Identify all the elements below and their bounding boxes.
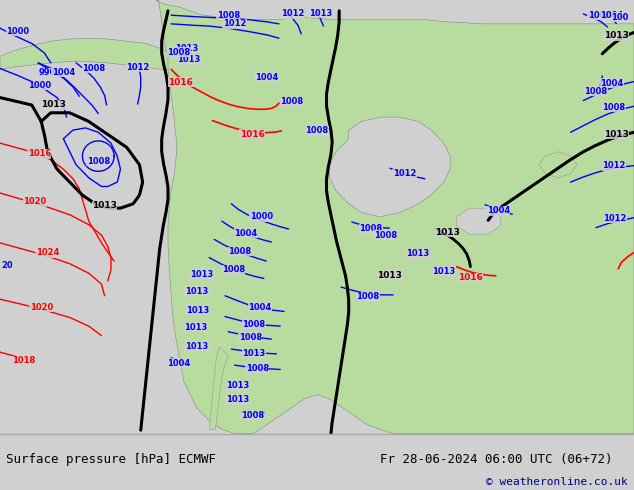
- Text: 1008: 1008: [217, 11, 240, 20]
- Text: 1013: 1013: [41, 100, 67, 109]
- Text: 1013: 1013: [226, 395, 249, 404]
- Text: 1013: 1013: [377, 271, 403, 280]
- Text: 1000: 1000: [250, 212, 273, 221]
- Text: 1004: 1004: [600, 79, 623, 88]
- Text: 1013: 1013: [604, 31, 629, 40]
- Text: 1013: 1013: [435, 227, 460, 237]
- Text: 996: 996: [39, 68, 56, 77]
- Text: 1016: 1016: [240, 130, 265, 139]
- Text: © weatheronline.co.uk: © weatheronline.co.uk: [486, 477, 628, 487]
- Text: 1008: 1008: [239, 333, 262, 342]
- Text: 1004: 1004: [235, 229, 257, 238]
- Text: 1000: 1000: [588, 11, 611, 20]
- Text: 1004: 1004: [52, 68, 75, 77]
- Text: 1008: 1008: [280, 98, 303, 106]
- Text: 1008: 1008: [228, 247, 251, 256]
- Text: 1012: 1012: [127, 63, 150, 72]
- Text: 1013: 1013: [406, 249, 429, 258]
- Text: Fr 28-06-2024 06:00 UTC (06+72): Fr 28-06-2024 06:00 UTC (06+72): [380, 453, 613, 466]
- Text: 1008: 1008: [374, 230, 397, 240]
- Text: 1012: 1012: [602, 161, 625, 170]
- Text: Surface pressure [hPa] ECMWF: Surface pressure [hPa] ECMWF: [6, 453, 216, 466]
- Text: 1016: 1016: [28, 149, 51, 158]
- Text: 1016: 1016: [168, 78, 193, 87]
- Polygon shape: [456, 208, 501, 234]
- Text: 1013: 1013: [178, 55, 200, 64]
- Text: 100: 100: [611, 13, 629, 22]
- Text: 1004: 1004: [167, 359, 190, 368]
- Text: 1024: 1024: [36, 248, 59, 257]
- Text: 1012: 1012: [281, 9, 304, 19]
- Text: 1020: 1020: [30, 302, 53, 312]
- Text: 20: 20: [2, 261, 13, 270]
- Text: 1013: 1013: [226, 381, 249, 391]
- Text: 1008: 1008: [306, 126, 328, 135]
- Text: 1004: 1004: [249, 302, 271, 312]
- Text: 1000: 1000: [28, 81, 51, 90]
- Text: 1013: 1013: [604, 130, 629, 139]
- Text: 1008: 1008: [602, 103, 625, 112]
- Text: 1004: 1004: [487, 206, 510, 215]
- Text: 1013: 1013: [92, 201, 117, 211]
- Text: 1008: 1008: [87, 157, 110, 166]
- Text: 1008: 1008: [246, 364, 269, 373]
- Polygon shape: [539, 152, 577, 178]
- Text: 1008: 1008: [82, 64, 105, 73]
- Text: 1004: 1004: [600, 11, 623, 20]
- Polygon shape: [155, 0, 634, 434]
- Text: 1013: 1013: [432, 267, 455, 275]
- Text: 1020: 1020: [23, 197, 46, 206]
- Text: 1016: 1016: [458, 273, 483, 282]
- Text: 1008: 1008: [241, 411, 264, 420]
- Text: 1013: 1013: [242, 349, 265, 358]
- Polygon shape: [330, 117, 450, 217]
- Text: 1013: 1013: [176, 44, 198, 53]
- Text: 1008: 1008: [242, 320, 265, 329]
- Text: 1013: 1013: [186, 306, 209, 315]
- Text: 1008: 1008: [222, 265, 245, 274]
- Text: 1013: 1013: [190, 270, 213, 279]
- Text: 1018: 1018: [13, 356, 36, 366]
- Text: 1000: 1000: [6, 27, 29, 36]
- Text: 1012: 1012: [223, 19, 246, 28]
- Polygon shape: [209, 347, 228, 429]
- Text: 1013: 1013: [309, 8, 332, 18]
- Text: 1004: 1004: [255, 73, 278, 82]
- Text: 1013: 1013: [185, 342, 208, 350]
- Text: 1008: 1008: [167, 48, 190, 56]
- Text: 1008: 1008: [585, 87, 607, 96]
- Text: 1008: 1008: [359, 224, 382, 233]
- Text: 1013: 1013: [184, 323, 207, 332]
- Text: 1012: 1012: [393, 169, 416, 178]
- Text: 1013: 1013: [185, 287, 208, 296]
- Text: 1012: 1012: [604, 214, 626, 223]
- Text: 1008: 1008: [356, 292, 379, 301]
- Polygon shape: [0, 38, 168, 70]
